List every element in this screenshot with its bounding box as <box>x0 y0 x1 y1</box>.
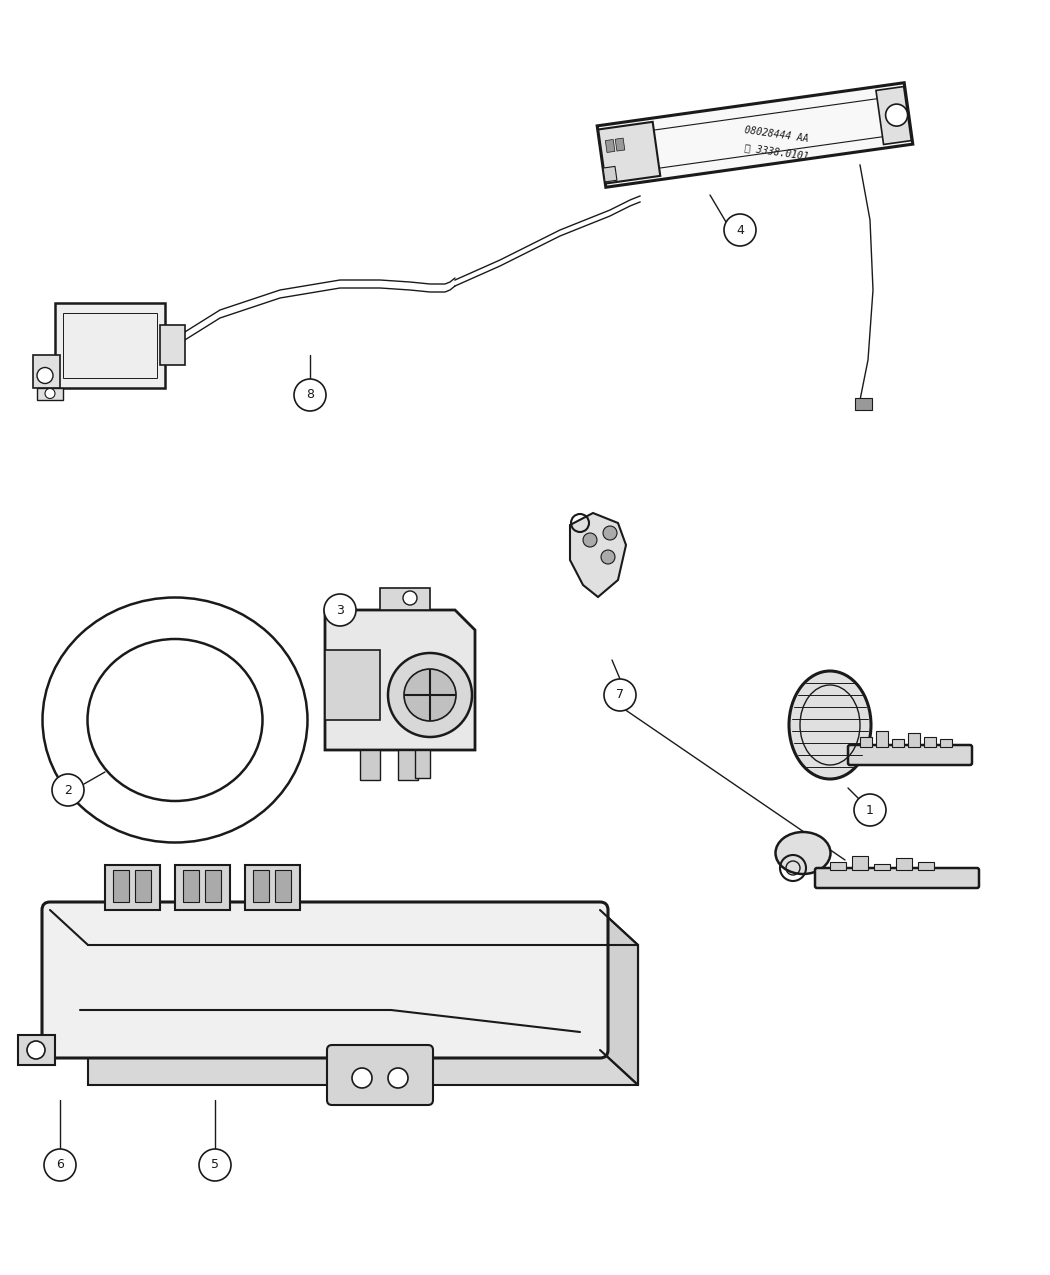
Polygon shape <box>597 83 912 187</box>
Text: 7: 7 <box>616 688 624 701</box>
Polygon shape <box>332 1051 428 1100</box>
Polygon shape <box>855 398 872 411</box>
Polygon shape <box>245 864 300 910</box>
Text: 08028444 AA: 08028444 AA <box>743 125 808 144</box>
Circle shape <box>603 527 617 541</box>
Polygon shape <box>398 750 418 780</box>
Polygon shape <box>275 870 291 901</box>
Circle shape <box>583 533 597 547</box>
Text: 2: 2 <box>64 784 72 797</box>
Circle shape <box>200 1149 231 1181</box>
Polygon shape <box>615 138 625 150</box>
Text: 4: 4 <box>736 223 744 236</box>
FancyBboxPatch shape <box>42 901 608 1058</box>
Circle shape <box>854 794 886 826</box>
Bar <box>830 862 846 870</box>
Bar <box>908 733 920 747</box>
Bar <box>876 731 888 747</box>
Polygon shape <box>415 750 430 778</box>
Text: 8: 8 <box>306 389 314 402</box>
Polygon shape <box>113 870 129 901</box>
Polygon shape <box>600 910 638 1085</box>
Circle shape <box>403 592 417 606</box>
Circle shape <box>37 367 52 384</box>
Polygon shape <box>55 302 165 388</box>
Circle shape <box>45 389 55 399</box>
Polygon shape <box>598 122 660 184</box>
Bar <box>852 856 868 870</box>
Bar <box>924 737 936 747</box>
Text: Ⓜ 3338.0101: Ⓜ 3338.0101 <box>743 143 808 162</box>
Circle shape <box>388 653 472 737</box>
Ellipse shape <box>776 833 831 873</box>
Polygon shape <box>605 139 615 153</box>
Circle shape <box>724 214 756 246</box>
Polygon shape <box>33 354 60 388</box>
Polygon shape <box>160 325 185 365</box>
Polygon shape <box>326 609 475 750</box>
Circle shape <box>294 379 325 411</box>
FancyBboxPatch shape <box>327 1046 433 1105</box>
Circle shape <box>27 1040 45 1060</box>
Circle shape <box>324 594 356 626</box>
Polygon shape <box>205 870 220 901</box>
Text: 6: 6 <box>56 1159 64 1172</box>
Circle shape <box>885 105 907 126</box>
FancyBboxPatch shape <box>815 868 979 887</box>
Bar <box>874 864 890 870</box>
Bar <box>918 862 935 870</box>
Polygon shape <box>603 167 617 182</box>
Text: 1: 1 <box>866 803 874 816</box>
Polygon shape <box>253 870 269 901</box>
FancyBboxPatch shape <box>848 745 972 765</box>
Polygon shape <box>326 650 380 720</box>
Circle shape <box>404 669 456 720</box>
Circle shape <box>44 1149 76 1181</box>
Polygon shape <box>570 513 626 597</box>
Ellipse shape <box>789 671 871 779</box>
Polygon shape <box>175 864 230 910</box>
Polygon shape <box>135 870 151 901</box>
Circle shape <box>388 1068 408 1088</box>
Polygon shape <box>360 750 380 780</box>
Circle shape <box>601 550 615 564</box>
Polygon shape <box>380 588 430 609</box>
Polygon shape <box>88 945 638 1085</box>
Polygon shape <box>105 864 160 910</box>
Bar <box>892 740 904 747</box>
Polygon shape <box>50 910 600 1051</box>
Bar <box>860 737 871 747</box>
Circle shape <box>604 680 636 711</box>
Circle shape <box>352 1068 372 1088</box>
Bar <box>940 740 952 747</box>
Text: 5: 5 <box>211 1159 219 1172</box>
Circle shape <box>52 774 84 806</box>
Polygon shape <box>37 388 63 399</box>
Polygon shape <box>183 870 200 901</box>
Text: 3: 3 <box>336 603 344 617</box>
Polygon shape <box>18 1035 55 1065</box>
Bar <box>896 858 912 870</box>
Polygon shape <box>876 87 911 144</box>
